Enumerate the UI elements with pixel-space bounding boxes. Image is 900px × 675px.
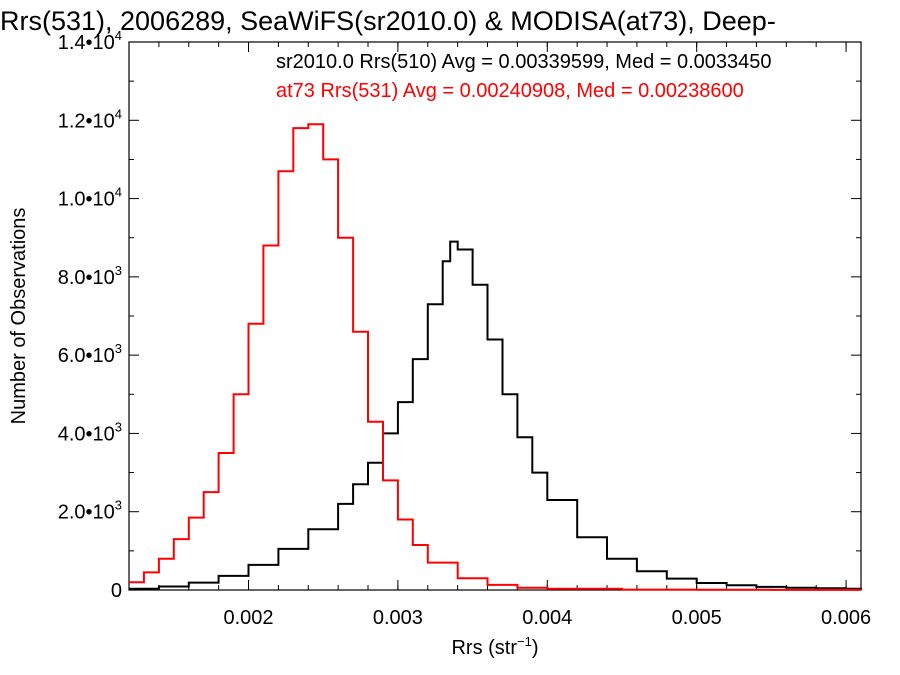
x-tick-label: 0.004 (522, 607, 572, 629)
y-tick-label: 2.0•103 (58, 498, 122, 524)
plot-frame (128, 41, 862, 591)
y-tick-label: 0 (111, 580, 122, 602)
y-tick-label: 1.4•104 (58, 28, 122, 54)
x-axis-label: Rrs (str−1) (451, 634, 538, 659)
x-tick-label: 0.005 (672, 607, 722, 629)
series-black-histogram (129, 240, 862, 590)
chart-title: Rrs(531), 2006289, SeaWiFS(sr2010.0) & M… (0, 6, 776, 36)
x-tick-label: 0.006 (821, 607, 871, 629)
y-axis-ticks: 0 2.0•103 4.0•103 6.0•103 8.0•103 1.0•104 1.2•… (58, 28, 861, 602)
x-axis-ticks: 0.002 0.003 0.004 0.005 0.006 (128, 42, 871, 629)
y-tick-label: 1.0•104 (58, 185, 122, 211)
y-tick-label: 1.2•104 (58, 106, 122, 132)
y-tick-label: 4.0•103 (58, 419, 122, 445)
y-tick-label: 8.0•103 (58, 263, 122, 289)
x-tick-label: 0.003 (373, 607, 423, 629)
series-red-histogram (129, 123, 862, 591)
y-tick-label: 6.0•103 (58, 341, 122, 367)
y-axis-label: Number of Observations (8, 208, 30, 425)
series-layer (129, 123, 862, 591)
x-tick-label: 0.002 (223, 607, 273, 629)
annotation-black: sr2010.0 Rrs(510) Avg = 0.00339599, Med … (276, 51, 772, 73)
annotation-red: at73 Rrs(531) Avg = 0.00240908, Med = 0.… (276, 80, 744, 102)
